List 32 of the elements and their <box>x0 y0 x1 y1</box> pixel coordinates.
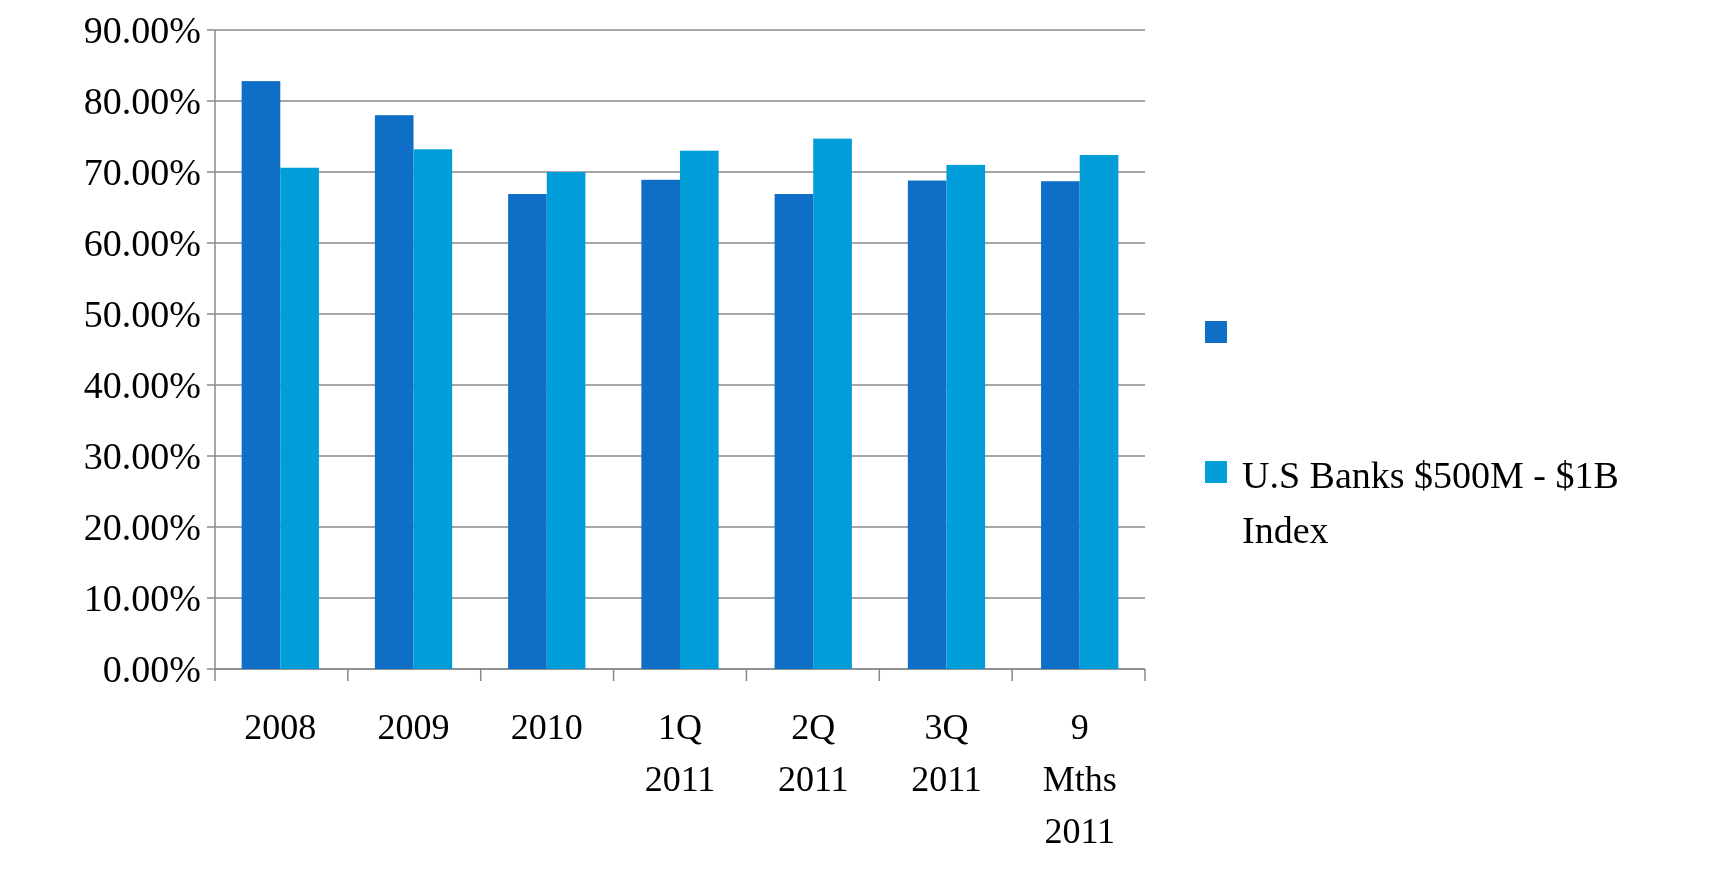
x-tick-label: 2Q 2011 <box>777 707 849 799</box>
bar <box>374 115 414 669</box>
y-tick-label: 90.00% <box>83 9 201 52</box>
x-tick-label: 3Q 2011 <box>911 707 982 799</box>
y-tick-label: 40.00% <box>83 364 201 407</box>
bar <box>680 150 719 669</box>
bar <box>546 172 586 669</box>
x-tick-label: 2010 <box>510 707 583 747</box>
bar <box>774 194 814 669</box>
x-tick-label: 2008 <box>244 707 317 747</box>
y-tick-label: 0.00% <box>102 648 201 691</box>
bar <box>641 179 680 669</box>
x-tick-label: 2009 <box>377 707 450 747</box>
legend-label: U.S Banks $500M - $1B Index <box>1242 454 1619 552</box>
bar <box>280 167 319 669</box>
bar <box>413 149 453 669</box>
bar <box>241 81 281 669</box>
y-tick-label: 70.00% <box>83 151 201 194</box>
y-tick-label: 30.00% <box>83 435 201 478</box>
x-tick-label: 1Q 2011 <box>644 707 716 799</box>
y-tick-label: 80.00% <box>83 80 201 123</box>
bar <box>508 194 547 669</box>
bar <box>813 138 852 669</box>
x-tick-label: 9 Mths 2011 <box>1042 707 1117 851</box>
bar <box>1041 181 1080 669</box>
bar <box>1079 154 1119 669</box>
y-tick-label: 20.00% <box>83 506 201 549</box>
y-tick-label: 60.00% <box>83 222 201 265</box>
y-tick-label: 10.00% <box>83 577 201 620</box>
bar <box>946 164 986 669</box>
bar <box>907 180 947 669</box>
y-tick-label: 50.00% <box>83 293 201 336</box>
